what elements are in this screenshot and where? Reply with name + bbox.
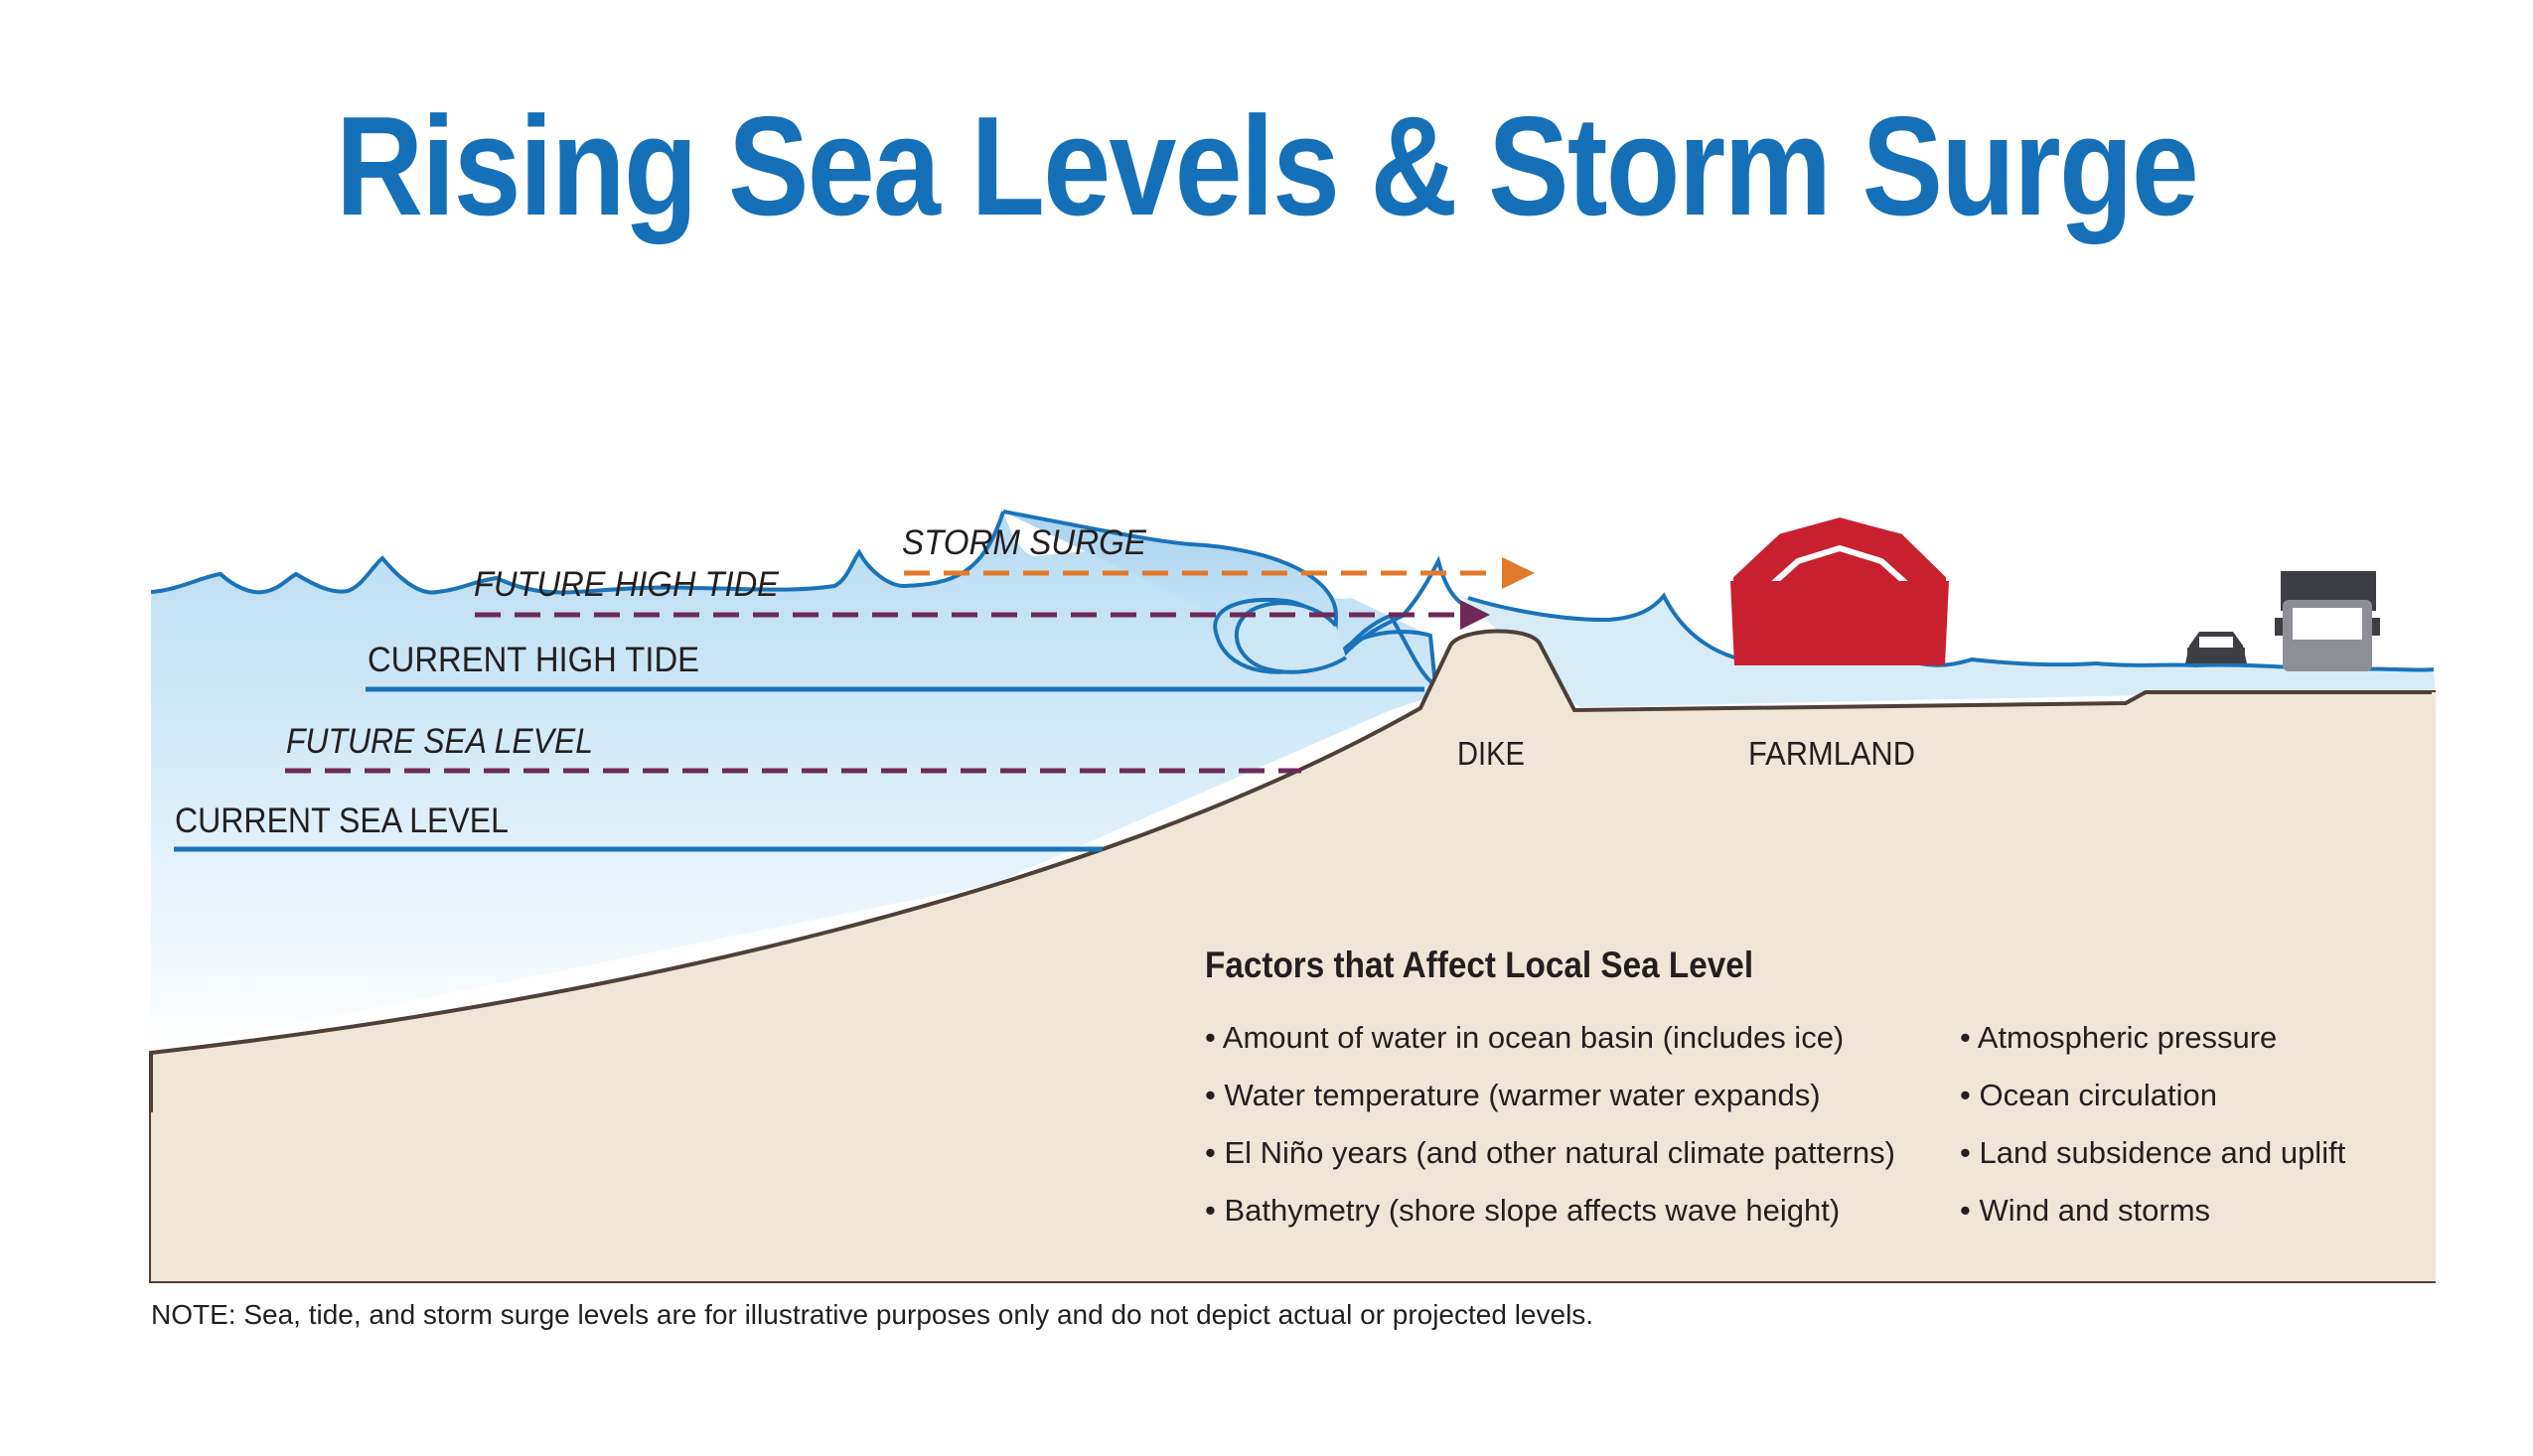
dike-label: DIKE [1457,735,1525,772]
factors-heading: Factors that Affect Local Sea Level [1205,945,1754,985]
current-high-tide-label: CURRENT HIGH TIDE [368,641,699,679]
factor-item: Amount of water in ocean basin (includes… [1205,1009,1960,1067]
factor-item: Land subsidence and uplift [1960,1124,2345,1182]
factor-item: Ocean circulation [1960,1067,2345,1124]
factors-right-column: Atmospheric pressure Ocean circulation L… [1960,1009,2346,1239]
factor-item: El Niño years (and other natural climate… [1205,1124,1960,1182]
factor-item: Water temperature (warmer water expands) [1205,1067,1960,1124]
car-icon [2185,632,2247,663]
sea-water [151,511,1435,1053]
future-sea-level-label: FUTURE SEA LEVEL [286,722,593,761]
factors-left-column: Amount of water in ocean basin (includes… [1205,1009,1960,1239]
factors-panel: Factors that Affect Local Sea Level Amou… [1205,944,2397,1239]
storm-surge-curl [1341,555,1471,657]
ocean-wave-outline [150,510,1005,595]
page-title: Rising Sea Levels & Storm Surge [335,87,2199,245]
current-sea-level-label: CURRENT SEA LEVEL [175,801,509,840]
farmland-label: FARMLAND [1748,735,1915,772]
future-high-tide-arrowhead [1460,600,1490,630]
storm-surge-wave [1002,510,1438,690]
footnote: NOTE: Sea, tide, and storm surge levels … [151,1299,1594,1330]
truck-icon [2275,571,2380,671]
storm-surge-inner-curl [1234,601,1348,674]
flood-water [1460,596,2436,707]
factor-item: Bathymetry (shore slope affects wave hei… [1205,1182,1960,1239]
storm-surge-label: STORM SURGE [902,523,1147,562]
barn-icon [1727,510,1952,665]
storm-surge-arrowhead [1502,557,1535,589]
factor-item: Wind and storms [1960,1182,2345,1239]
future-high-tide-label: FUTURE HIGH TIDE [474,565,780,604]
factor-item: Atmospheric pressure [1960,1009,2345,1067]
